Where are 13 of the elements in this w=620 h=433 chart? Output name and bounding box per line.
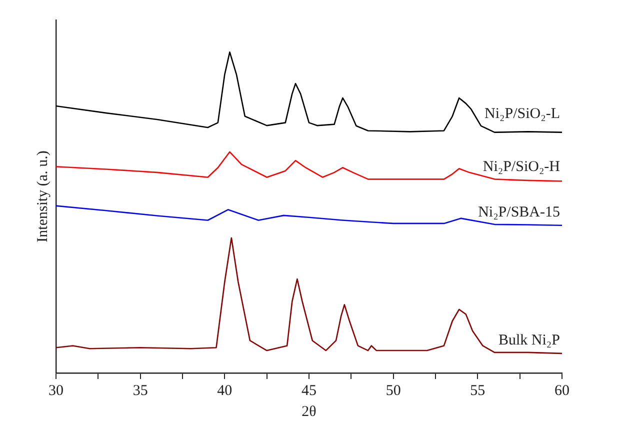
x-tick-label: 40 (217, 382, 232, 399)
x-tick-label: 60 (554, 382, 570, 399)
series-label: Ni₂P/SBA-15 (478, 204, 560, 220)
x-tick-label: 45 (302, 382, 316, 399)
x-axis-title: 2θ (302, 404, 316, 420)
x-tick-label: 55 (470, 382, 486, 399)
series-label: Ni₂P/SiO₂-H (482, 159, 560, 176)
y-axis-title: Intensity (a. u.) (34, 150, 51, 242)
x-tick-label: 30 (48, 382, 64, 399)
x-tick-label: 35 (132, 382, 148, 399)
series-label: Bulk Ni₂P (498, 332, 560, 348)
series-label: Ni₂P/SiO₂-L (484, 106, 560, 122)
x-tick-label: 50 (386, 382, 401, 399)
